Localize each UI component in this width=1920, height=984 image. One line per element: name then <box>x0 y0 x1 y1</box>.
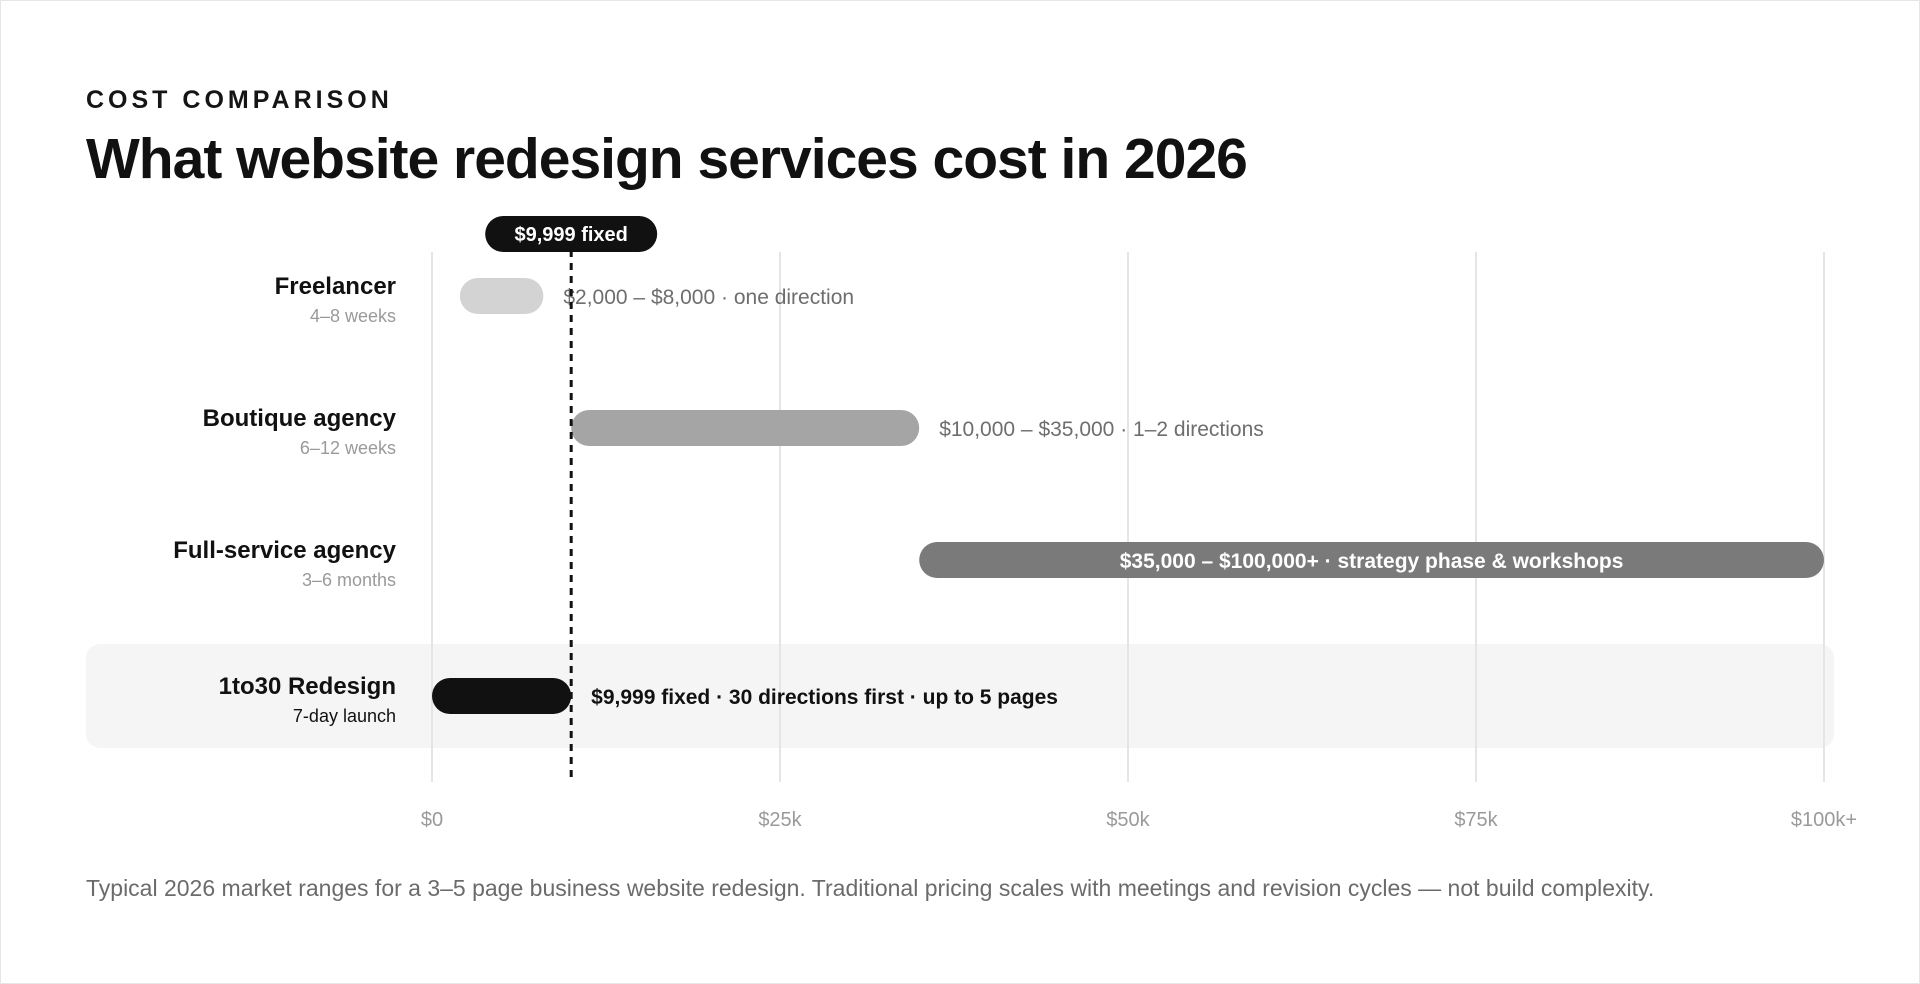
x-tick-label: $25k <box>758 809 802 831</box>
x-tick-label: $50k <box>1106 809 1150 831</box>
range-bar <box>432 678 572 714</box>
reference-pill-label: $9,999 fixed <box>514 224 627 246</box>
reference-marker: $9,999 fixed <box>485 216 658 782</box>
category-name: Freelancer <box>275 273 396 300</box>
category-timeline: 4–8 weeks <box>310 306 396 326</box>
category-timeline: 6–12 weeks <box>300 438 396 458</box>
range-bar <box>459 278 544 314</box>
gridlines <box>431 252 1825 782</box>
category-name: 1to30 Redesign <box>219 673 396 700</box>
category-timeline: 7-day launch <box>293 706 396 726</box>
range-bar <box>571 410 920 446</box>
x-tick-label: $0 <box>421 809 443 831</box>
bar-value-label: $9,999 fixed · 30 directions first · up … <box>591 686 1058 709</box>
chart-caption: Typical 2026 market ranges for a 3–5 pag… <box>86 875 1655 901</box>
category-name: Boutique agency <box>203 405 397 432</box>
row-highlight-layer <box>86 644 1834 748</box>
category-name: Full-service agency <box>173 537 396 564</box>
bar-labels: $2,000 – $8,000 · one direction $10,000 –… <box>563 286 1623 709</box>
eyebrow-label: COST COMPARISON <box>86 86 393 114</box>
bar-value-label: $35,000 – $100,000+ · strategy phase & w… <box>1120 550 1624 573</box>
category-timeline: 3–6 months <box>302 570 396 590</box>
range-bars <box>432 278 1824 714</box>
x-tick-label: $75k <box>1454 809 1498 831</box>
page-title: What website redesign services cost in 2… <box>86 127 1248 191</box>
reference-pill <box>485 216 658 252</box>
category-labels: Freelancer 4–8 weeks Boutique agency 6–12 w… <box>173 273 396 726</box>
bar-value-label: $2,000 – $8,000 · one direction <box>563 286 854 309</box>
bar-value-label: $10,000 – $35,000 · 1–2 directions <box>939 418 1264 441</box>
x-axis-ticks: $0 $25k $50k $75k $100k+ <box>421 809 1857 831</box>
x-tick-label: $100k+ <box>1791 809 1857 831</box>
highlight-row-background <box>86 644 1834 748</box>
range-bar <box>919 542 1824 578</box>
